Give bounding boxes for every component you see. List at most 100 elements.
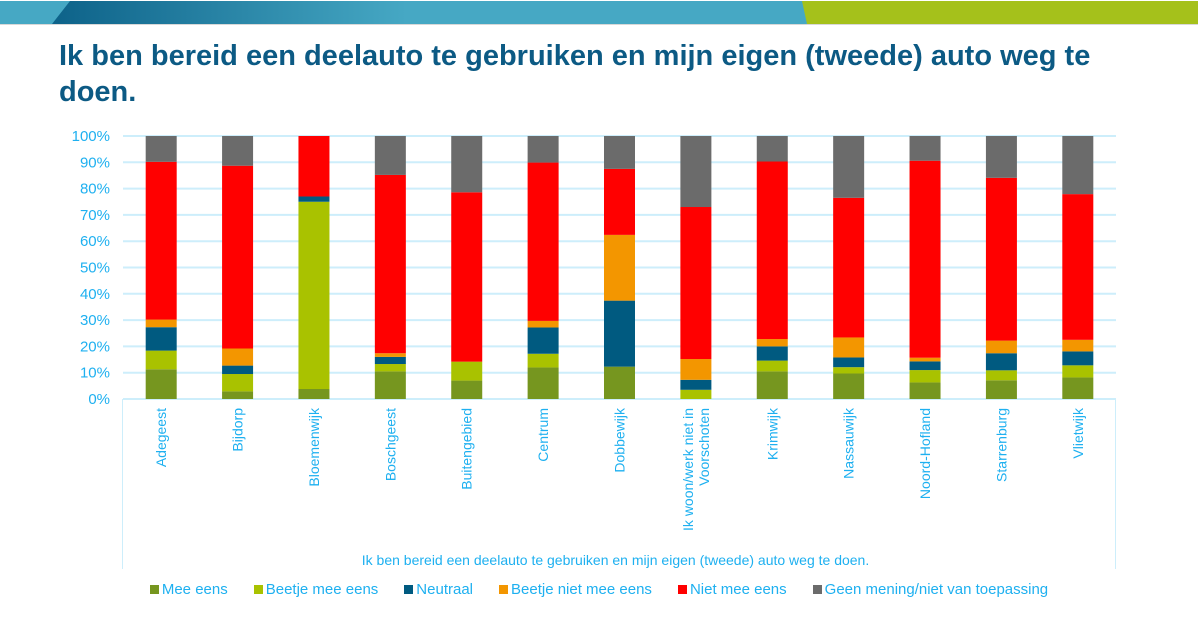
y-tick-label: 40% [80,286,110,303]
x-category-label: Bloemenwijk [306,407,322,487]
bar-segment-mee-eens [985,380,1017,399]
bar-segment-geen-mening-niet-van-toepassing [604,136,635,169]
bar-segment-beetje-niet-mee-eens [833,337,865,358]
bar-segment-mee-eens [527,367,559,399]
bar-segment-mee-eens [1062,377,1094,399]
bar-segment-mee-eens [222,391,254,399]
x-axis-title: Ik ben bereid een deelauto te gebruiken … [362,552,869,568]
bar-segment-neutraal [680,379,712,390]
x-category-label: Nassauwijk [841,407,857,479]
header-band-dark [52,1,407,24]
bar-segment-beetje-mee-eens [451,361,483,381]
bar-segment-neutraal [756,346,788,361]
stacked-bar-chart: 0% 10% 20% 30% 40% 50% 60% 70% 80% 90% 100% Adegee… [72,128,1116,568]
bar-segment-neutraal [985,353,1017,371]
bar-segment-beetje-niet-mee-eens [1062,339,1094,352]
header-band [0,0,1198,25]
bars [145,136,1094,399]
legend-swatch [253,585,263,594]
bar-buitengebied [451,136,483,399]
legend-item-mee-eens: Mee eens [149,581,228,598]
y-tick-label: 0% [88,391,110,408]
header-band-mid [407,1,802,24]
bar-segment-beetje-niet-mee-eens [985,340,1017,354]
bar-segment-beetje-mee-eens [374,364,406,372]
bar-segment-niet-mee-eens [985,177,1017,341]
bar-segment-neutraal [527,327,559,354]
bar-segment-beetje-niet-mee-eens [680,359,712,380]
bar-segment-geen-mening-niet-van-toepassing [680,136,712,208]
bar-segment-niet-mee-eens [222,165,254,349]
bar-segment-niet-mee-eens [680,207,712,360]
bar-segment-beetje-mee-eens [833,367,865,374]
bar-segment-geen-mening-niet-van-toepassing [527,136,559,163]
bar-segment-niet-mee-eens [451,192,483,362]
bar-starrenburg [985,136,1017,399]
bar-segment-beetje-niet-mee-eens [527,320,559,328]
bar-segment-geen-mening-niet-van-toepassing [909,136,941,161]
bar-segment-neutraal [1062,351,1094,366]
x-category-label: Starrenburg [993,408,1009,482]
bar-segment-mee-eens [298,389,330,399]
bar-centrum [527,136,559,399]
bar-segment-niet-mee-eens [756,161,788,340]
bar-segment-beetje-niet-mee-eens [145,319,177,328]
x-category-label: Boschgeest [382,408,398,481]
legend-label: Mee eens [161,581,228,598]
bar-segment-niet-mee-eens [374,174,406,354]
x-category-label: Krimwijk [764,407,780,460]
bar-segment-niet-mee-eens [604,168,635,235]
chart-legend: Mee eens Beetje mee eens Neutraal Beetje ni… [0,581,1198,598]
bar-krimwijk [756,136,788,399]
bar-segment-beetje-mee-eens [298,201,330,390]
bar-segment-mee-eens [451,380,483,399]
bar-segment-geen-mening-niet-van-toepassing [222,136,254,166]
bar-segment-geen-mening-niet-van-toepassing [145,136,177,162]
y-tick-label: 70% [80,207,110,224]
bar-segment-beetje-niet-mee-eens [604,234,635,301]
bar-segment-beetje-mee-eens [145,350,177,370]
legend-swatch [149,585,159,594]
bar-segment-niet-mee-eens [909,160,941,358]
bar-segment-beetje-mee-eens [985,370,1017,381]
x-category-label: Buitengebied [459,408,475,490]
legend-item-geen-mening-niet-van-toepassing: Geen mening/niet van toepassing [812,581,1049,598]
bar-segment-neutraal [833,357,865,368]
bar-segment-niet-mee-eens [833,197,865,338]
legend-label: Neutraal [416,581,473,598]
bar-segment-beetje-mee-eens [1062,365,1094,378]
x-category-label: Adegeest [153,408,169,467]
bar-segment-niet-mee-eens [145,161,177,320]
legend-swatch [404,585,414,594]
legend-label: Beetje niet mee eens [511,581,652,598]
bar-bijdorp [222,136,254,399]
legend-item-beetje-mee-eens: Beetje mee eens [253,581,378,598]
y-tick-label: 20% [80,338,110,355]
bar-segment-geen-mening-niet-van-toepassing [833,136,865,198]
bar-segment-neutraal [298,196,330,202]
bar-segment-mee-eens [833,373,865,399]
y-tick-label: 30% [80,312,110,329]
legend-swatch [812,585,822,594]
bar-ik-woon-werk-niet-in-voorschoten [680,136,712,399]
bar-segment-beetje-mee-eens [222,374,254,392]
legend-label: Geen mening/niet van toepassing [824,581,1049,598]
x-category-label: Noord-Hofland [917,408,933,499]
bar-segment-geen-mening-niet-van-toepassing [374,136,406,175]
legend-item-beetje-niet-mee-eens: Beetje niet mee eens [499,581,652,598]
y-tick-label: 80% [80,181,110,198]
bar-segment-geen-mening-niet-van-toepassing [985,136,1017,178]
x-category-label: Vlietwijk [1070,407,1086,459]
y-tick-label: 100% [72,128,110,145]
bar-noord-hofland [909,136,941,399]
bar-bloemenwijk [298,136,330,399]
bar-adegeest [145,136,177,399]
page-title: Ik ben bereid een deelauto te gebruiken … [59,40,1091,108]
bar-nassauwijk [833,136,865,399]
bar-segment-beetje-niet-mee-eens [756,339,788,347]
bar-segment-mee-eens [145,369,177,399]
legend-item-neutraal: Neutraal [404,581,473,598]
x-category-label: Bijdorp [230,408,246,452]
bar-segment-neutraal [604,300,635,367]
bar-segment-neutraal [222,365,254,375]
